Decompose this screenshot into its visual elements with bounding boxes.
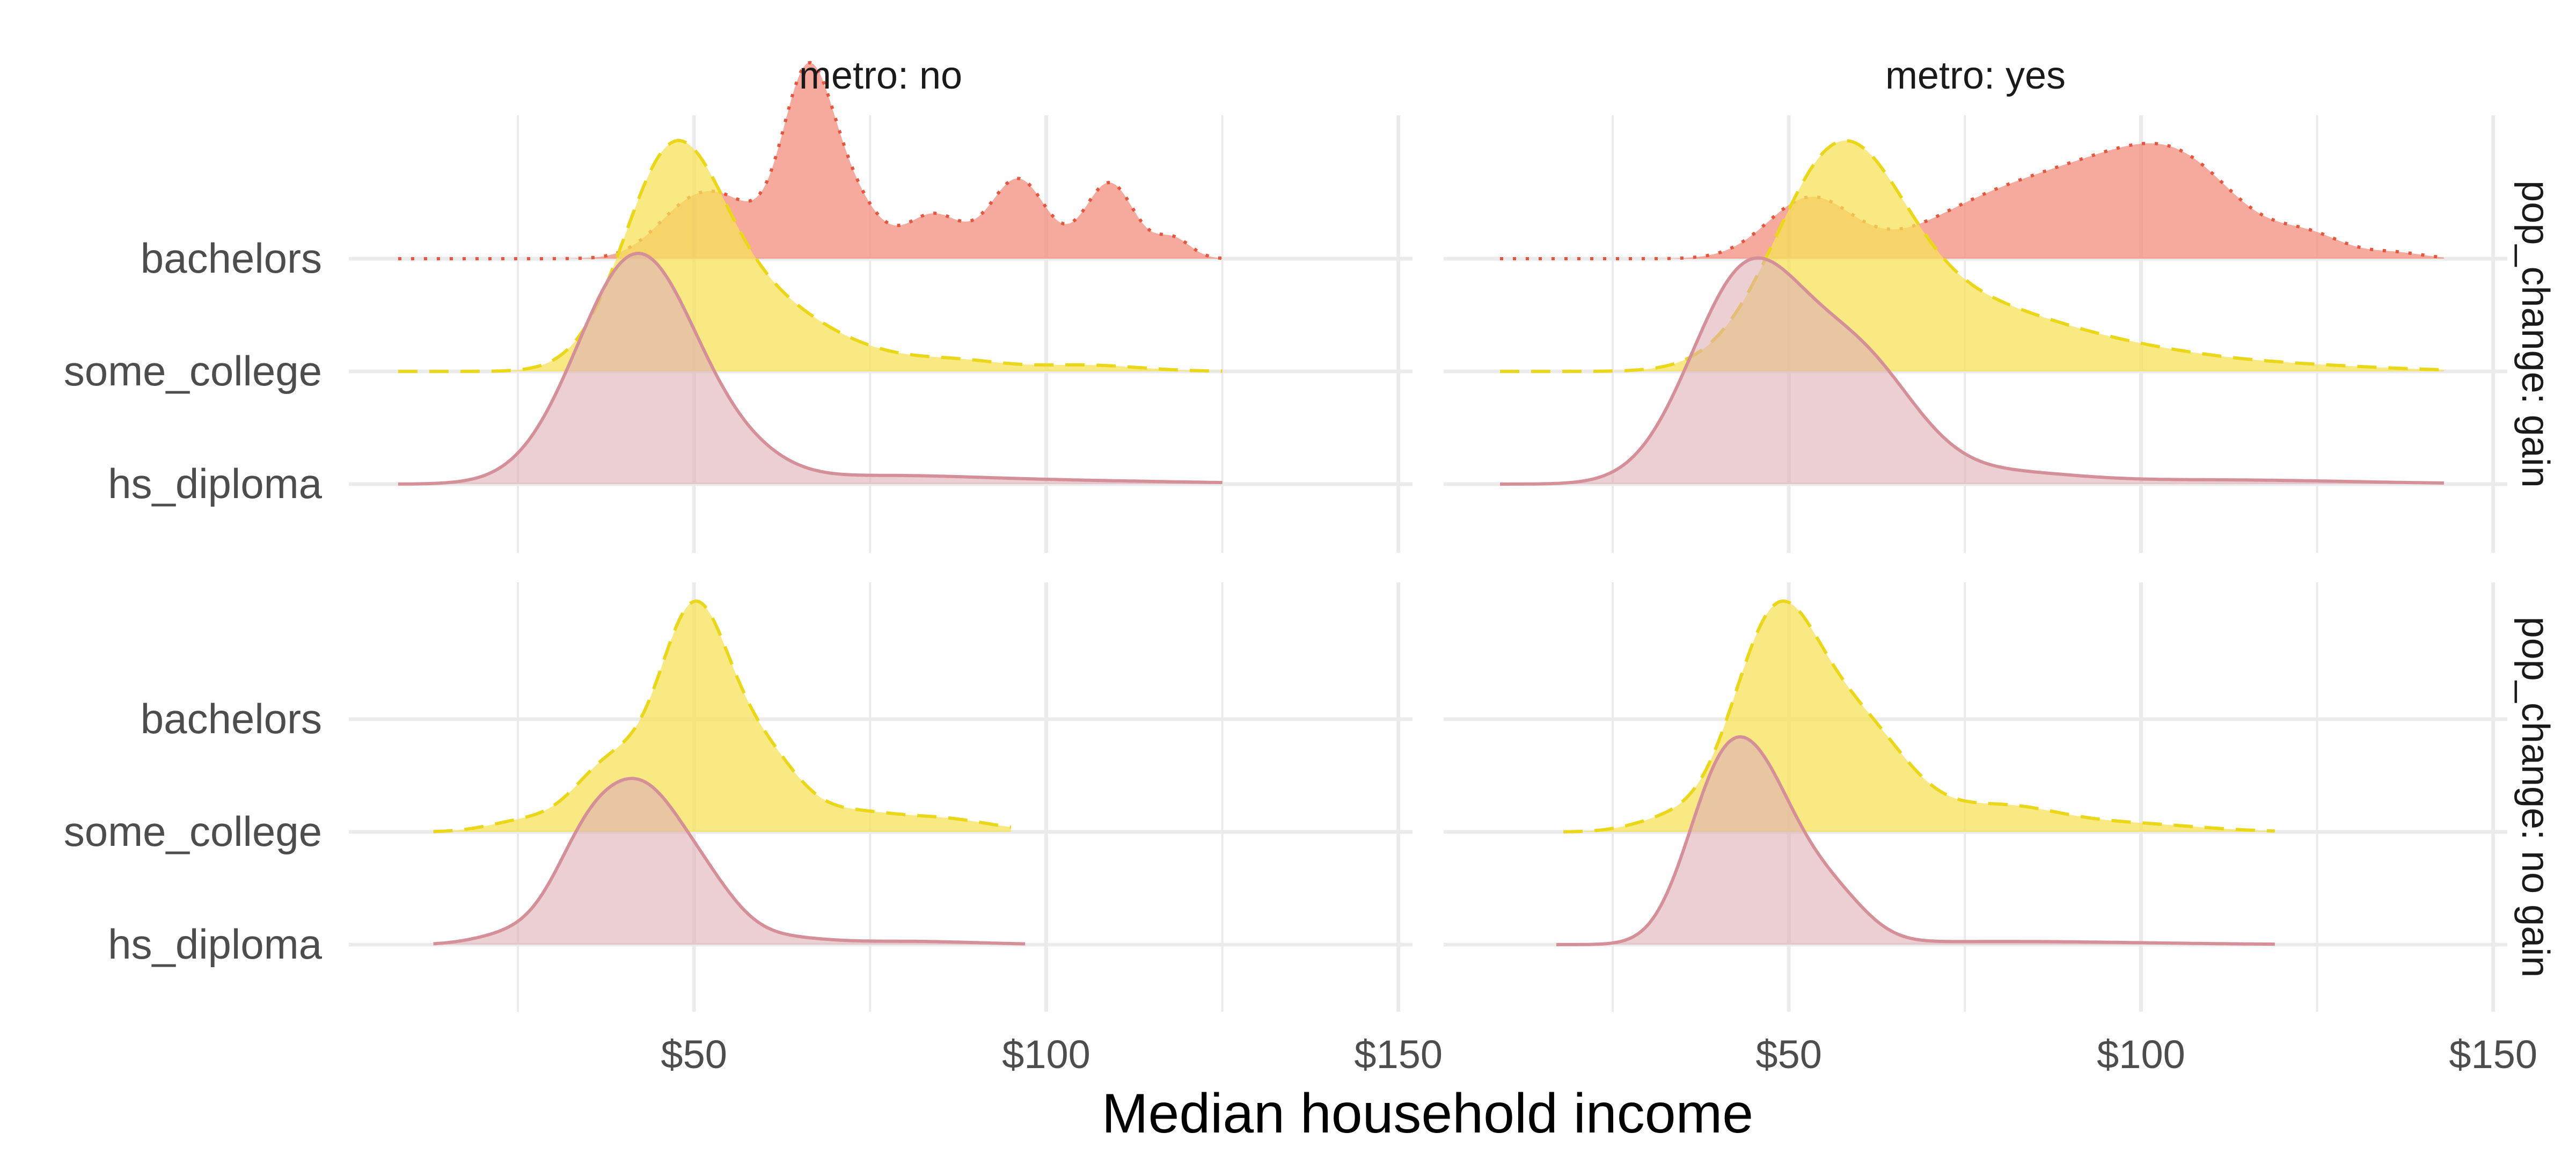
density-line-metro-yes-pop-change-no-gain-hs-diploma [1556,735,2275,946]
density-line-metro-yes-pop-change-no-gain-some-college [1563,600,2275,834]
density-line-metro-no-pop-change-no-gain-hs-diploma [433,777,1026,946]
strip-label-pop-change-no-gain: pop_change: no gain [2514,617,2557,978]
label-layer: metro: no metro: yes pop_change: gain pop_c… [64,54,2557,1145]
density-line-metro-yes-pop-change-gain-bachelors [1500,142,2445,260]
density-area-metro-no-pop-change-no-gain-some-college [433,601,1011,832]
density-area-metro-no-pop-change-no-gain-hs-diploma [433,778,1026,945]
y-tick-label-bachelors: bachelors [141,695,322,742]
x-tick-label-50: $50 [1755,1032,1821,1077]
x-axis-title: Median household income [1102,1083,1753,1145]
density-area-metro-no-pop-change-gain-bachelors [398,62,1223,259]
y-tick-label-hs-diploma: hs_diploma [108,460,323,507]
density-area-metro-yes-pop-change-gain-hs-diploma [1500,258,2444,484]
strip-label-metro-no: metro: no [799,54,962,97]
density-area-metro-no-pop-change-gain-hs-diploma [398,253,1223,484]
x-tick-label-150: $150 [2449,1032,2537,1077]
x-tick-label-150: $150 [1354,1032,1443,1077]
density-line-metro-yes-pop-change-gain-some-college [1500,139,2444,373]
y-tick-label-bachelors: bachelors [141,235,322,282]
strip-label-metro-yes: metro: yes [1885,54,2066,97]
y-tick-label-hs-diploma: hs_diploma [108,920,323,968]
density-line-metro-no-pop-change-gain-hs-diploma [398,252,1223,486]
density-line-metro-yes-pop-change-gain-hs-diploma [1500,256,2444,486]
density-area-metro-yes-pop-change-no-gain-hs-diploma [1556,737,2275,945]
x-tick-label-100: $100 [1002,1032,1091,1077]
density-line-metro-no-pop-change-gain-bachelors [398,61,1223,260]
density-area-metro-yes-pop-change-no-gain-some-college [1563,601,2275,832]
strip-label-pop-change-gain: pop_change: gain [2514,180,2557,488]
density-line-metro-no-pop-change-no-gain-some-college [433,600,1012,834]
x-tick-label-50: $50 [661,1032,727,1077]
density-layer [398,61,2445,946]
y-tick-label-some-college: some_college [64,347,322,394]
y-tick-label-some-college: some_college [64,808,322,855]
x-tick-label-100: $100 [2097,1032,2185,1077]
density-line-metro-no-pop-change-gain-some-college [398,139,1223,373]
